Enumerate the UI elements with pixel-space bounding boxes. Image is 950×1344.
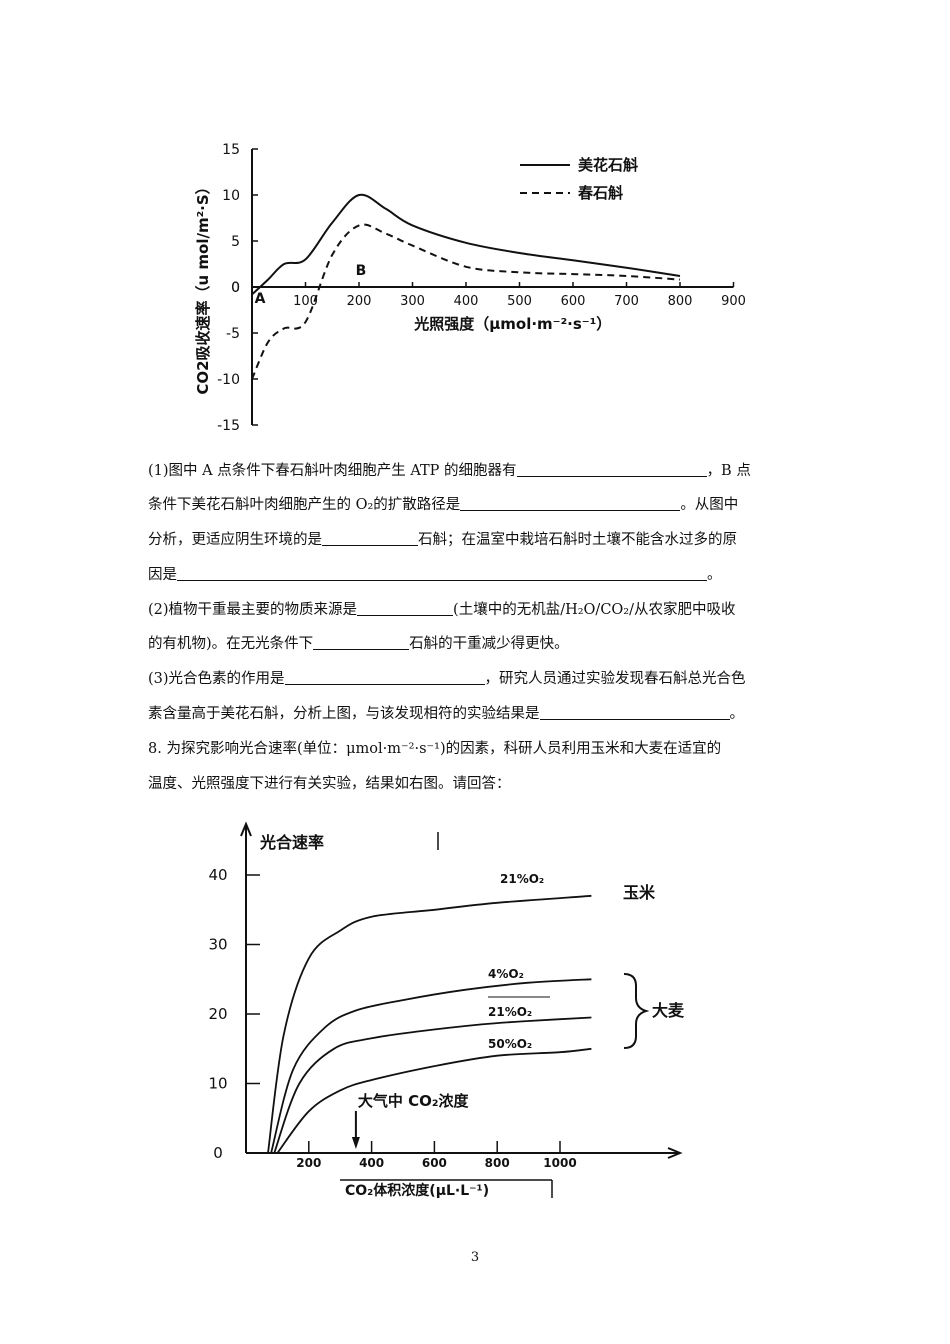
answer-blank[interactable] xyxy=(357,601,454,616)
series-line-4 xyxy=(276,1047,592,1154)
x-tick-label: 700 xyxy=(614,294,639,309)
question-1-line-1: (1)图中 A 点条件下春石斛叶肉细胞产生 ATP 的细胞器有 ，B 点 xyxy=(148,462,751,479)
series-line-1 xyxy=(251,193,681,296)
question-2-line-2: 的有机物)。在无光条件下 石斛的干重减少得更快。 xyxy=(148,635,569,652)
answer-blank[interactable] xyxy=(284,670,485,685)
x-tick-label: 600 xyxy=(561,294,586,309)
series-label-2: 4%O₂ xyxy=(488,967,524,981)
series-label-1: 21%O₂ xyxy=(500,872,544,886)
x-tick-label: 200 xyxy=(296,1156,321,1170)
point-label-b: B xyxy=(356,263,367,279)
chart1-axes xyxy=(251,148,735,426)
annotation-arrow-head xyxy=(351,1137,360,1149)
y-tick-label: 40 xyxy=(208,866,227,884)
answer-blank[interactable] xyxy=(460,496,681,511)
page-number: 3 xyxy=(470,1250,480,1265)
annotation-label: 大气中 CO₂浓度 xyxy=(358,1092,470,1110)
y-tick-label: 15 xyxy=(222,142,240,158)
answer-blank[interactable] xyxy=(516,462,707,477)
question-1-line-3: 分析，更适应阴生环境的是 石斛；在温室中栽培石斛时土壤不能含水过多的原 xyxy=(148,531,737,548)
series-line-2 xyxy=(270,978,592,1154)
series-line-1 xyxy=(267,894,592,1154)
y-tick-label: 5 xyxy=(231,234,240,250)
y-tick-label: 0 xyxy=(231,280,240,296)
x-tick-label: 400 xyxy=(359,1156,384,1170)
series-label-4: 50%O₂ xyxy=(488,1037,532,1051)
chart2-axes xyxy=(240,821,683,1198)
chart2-series xyxy=(267,894,592,1154)
group-label-barley: 大麦 xyxy=(652,1001,685,1020)
answer-blank[interactable] xyxy=(313,635,410,650)
x-tick-label: 400 xyxy=(454,294,479,309)
x-tick-label: 800 xyxy=(668,294,693,309)
question-1-line-2: 条件下美花石斛叶肉细胞产生的 O₂的扩散路径是 。从图中 xyxy=(148,496,739,513)
x-tick-label: 800 xyxy=(485,1156,510,1170)
point-label-a: A xyxy=(255,291,266,307)
question-3-line-2: 素含量高于美花石斛，分析上图，与该发现相符的实验结果是。 xyxy=(148,705,744,722)
question-2-line-1: (2)植物干重最主要的物质来源是 (土壤中的无机盐/H₂O/CO₂/从农家肥中吸收 xyxy=(148,601,736,618)
y-tick-label: 30 xyxy=(208,936,227,954)
answer-blank[interactable] xyxy=(177,566,707,581)
legend-label-1: 美花石斛 xyxy=(578,156,638,174)
y-axis-arrow xyxy=(240,821,252,837)
answer-blank[interactable] xyxy=(322,531,418,546)
question-1-line-4: 因是。 xyxy=(148,566,722,583)
legend-label-2: 春石斛 xyxy=(578,184,623,202)
x-tick-label: 1000 xyxy=(543,1156,576,1170)
x-axis-title: 光照强度（μmol·m⁻²·s⁻¹） xyxy=(413,315,611,333)
answer-blank[interactable] xyxy=(539,705,730,720)
x-axis-title: CO₂体积浓度(μL·L⁻¹) xyxy=(345,1182,489,1199)
series-line-3 xyxy=(273,1016,592,1154)
chart1-series xyxy=(251,193,681,380)
y-tick-label: 20 xyxy=(208,1005,227,1023)
group-label-corn: 玉米 xyxy=(623,883,656,902)
x-tick-label: 900 xyxy=(721,294,746,309)
y-tick-label: 0 xyxy=(213,1144,223,1162)
chart2-labels: 0 10 20 30 40 200 400 600 800 1000 光合速率 CO₂体积浓度(μL·… xyxy=(208,833,685,1199)
x-tick-label: 200 xyxy=(347,294,372,309)
y-tick-label: 10 xyxy=(222,188,240,204)
x-tick-label: 300 xyxy=(400,294,425,309)
question-8-line-1: 8. 为探究影响光合速率(单位：μmol·m⁻²·s⁻¹)的因素，科研人员利用玉… xyxy=(148,741,722,757)
photosynthesis-co2-chart: 0 10 20 30 40 200 400 600 800 1000 光合速率 CO₂体积浓度(μL·… xyxy=(208,821,685,1199)
x-tick-label: 600 xyxy=(422,1156,447,1170)
x-tick-label: 500 xyxy=(507,294,532,309)
y-tick-label: -10 xyxy=(217,372,240,388)
x-tick-label: 100 xyxy=(293,294,318,309)
y-tick-label: 10 xyxy=(208,1075,227,1093)
group-brace xyxy=(623,973,650,1049)
y-tick-label: -5 xyxy=(226,326,240,342)
series-line-2 xyxy=(251,223,681,380)
y-axis-title: CO2吸收速率（u mol/m²·S） xyxy=(194,179,212,394)
question-3-line-1: (3)光合色素的作用是 ，研究人员通过实验发现春石斛总光合色 xyxy=(148,670,746,687)
y-axis-title: 光合速率 xyxy=(259,833,324,852)
question-8-line-2: 温度、光照强度下进行有关实验，结果如右图。请回答： xyxy=(148,776,511,792)
series-label-3: 21%O₂ xyxy=(488,1005,532,1019)
x-axis-arrow xyxy=(667,1147,683,1159)
y-tick-label-zero: 0 xyxy=(231,280,240,296)
y-tick-label: -15 xyxy=(217,418,240,434)
